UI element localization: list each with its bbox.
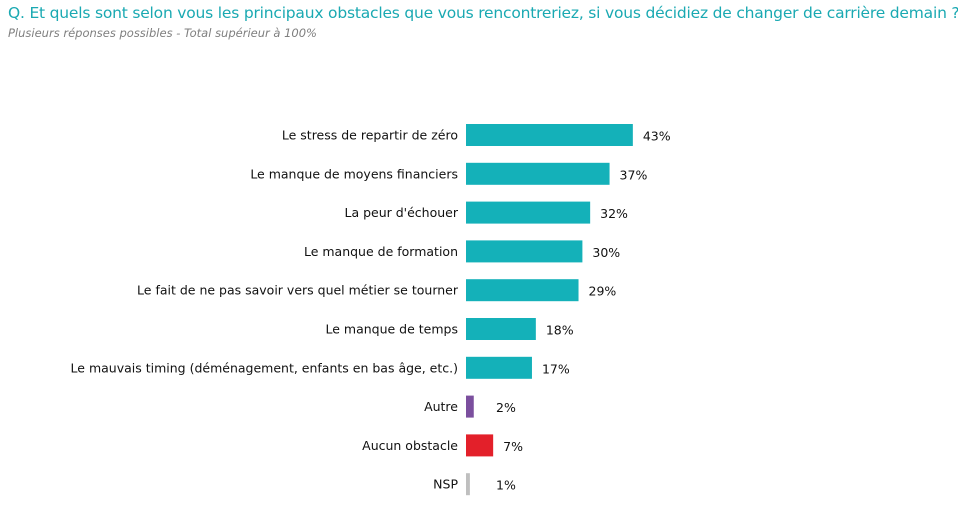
- category-label: La peur d'échouer: [344, 205, 458, 220]
- chart-subtitle: Plusieurs réponses possibles - Total sup…: [8, 26, 317, 40]
- bar: [466, 318, 536, 340]
- category-label: Le manque de temps: [325, 322, 458, 337]
- value-label: 2%: [496, 400, 516, 415]
- bar: [466, 162, 610, 185]
- bar: [466, 124, 633, 146]
- bar: [466, 356, 532, 379]
- value-label: 1%: [496, 478, 516, 493]
- category-label: NSP: [433, 477, 458, 492]
- value-label: 37%: [620, 167, 648, 182]
- category-label: Aucun obstacle: [362, 438, 458, 453]
- category-label: Le fait de ne pas savoir vers quel métie…: [137, 283, 459, 298]
- bar: [466, 473, 470, 496]
- category-label: Le mauvais timing (déménagement, enfants…: [71, 360, 458, 375]
- category-label: Le manque de moyens financiers: [250, 166, 458, 181]
- bar: [466, 279, 579, 302]
- chart-title: Q. Et quels sont selon vous les principa…: [8, 4, 958, 22]
- value-label: 29%: [589, 284, 617, 299]
- bar: [466, 201, 591, 224]
- bar: [466, 434, 494, 457]
- value-label: 43%: [643, 129, 671, 144]
- value-label: 7%: [503, 439, 523, 454]
- category-label: Le stress de repartir de zéro: [282, 128, 458, 143]
- bar: [466, 240, 583, 263]
- bar: [466, 395, 474, 418]
- value-label: 30%: [592, 245, 620, 260]
- value-label: 17%: [542, 361, 570, 376]
- value-label: 32%: [600, 206, 628, 221]
- category-label: Le manque de formation: [304, 244, 458, 259]
- value-label: 18%: [546, 323, 574, 338]
- category-label: Autre: [424, 399, 458, 414]
